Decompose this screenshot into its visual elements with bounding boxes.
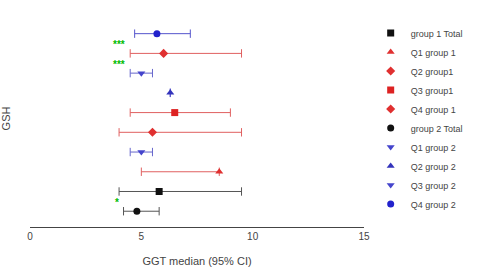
svg-text:10: 10 bbox=[247, 231, 259, 242]
svg-text:GSH: GSH bbox=[0, 107, 12, 131]
svg-text:Q1 group 2: Q1 group 2 bbox=[411, 143, 456, 153]
svg-text:Q2 group1: Q2 group1 bbox=[411, 67, 454, 77]
svg-text:Q4 group 1: Q4 group 1 bbox=[411, 105, 456, 115]
svg-text:Q3 group1: Q3 group1 bbox=[411, 86, 454, 96]
svg-text:0: 0 bbox=[27, 231, 33, 242]
svg-text:Q3 group 2: Q3 group 2 bbox=[411, 181, 456, 191]
svg-text:***: *** bbox=[113, 59, 125, 70]
svg-text:15: 15 bbox=[358, 231, 370, 242]
svg-text:*: * bbox=[115, 197, 119, 208]
svg-text:GGT median (95% CI): GGT median (95% CI) bbox=[142, 255, 251, 267]
svg-text:Q1 group 1: Q1 group 1 bbox=[411, 48, 456, 58]
svg-text:Q4 group 2: Q4 group 2 bbox=[411, 200, 456, 210]
svg-text:group 1 Total: group 1 Total bbox=[411, 29, 463, 39]
svg-text:group 2 Total: group 2 Total bbox=[411, 124, 463, 134]
svg-text:5: 5 bbox=[139, 231, 145, 242]
svg-text:***: *** bbox=[113, 39, 125, 50]
svg-text:Q2 group 2: Q2 group 2 bbox=[411, 162, 456, 172]
